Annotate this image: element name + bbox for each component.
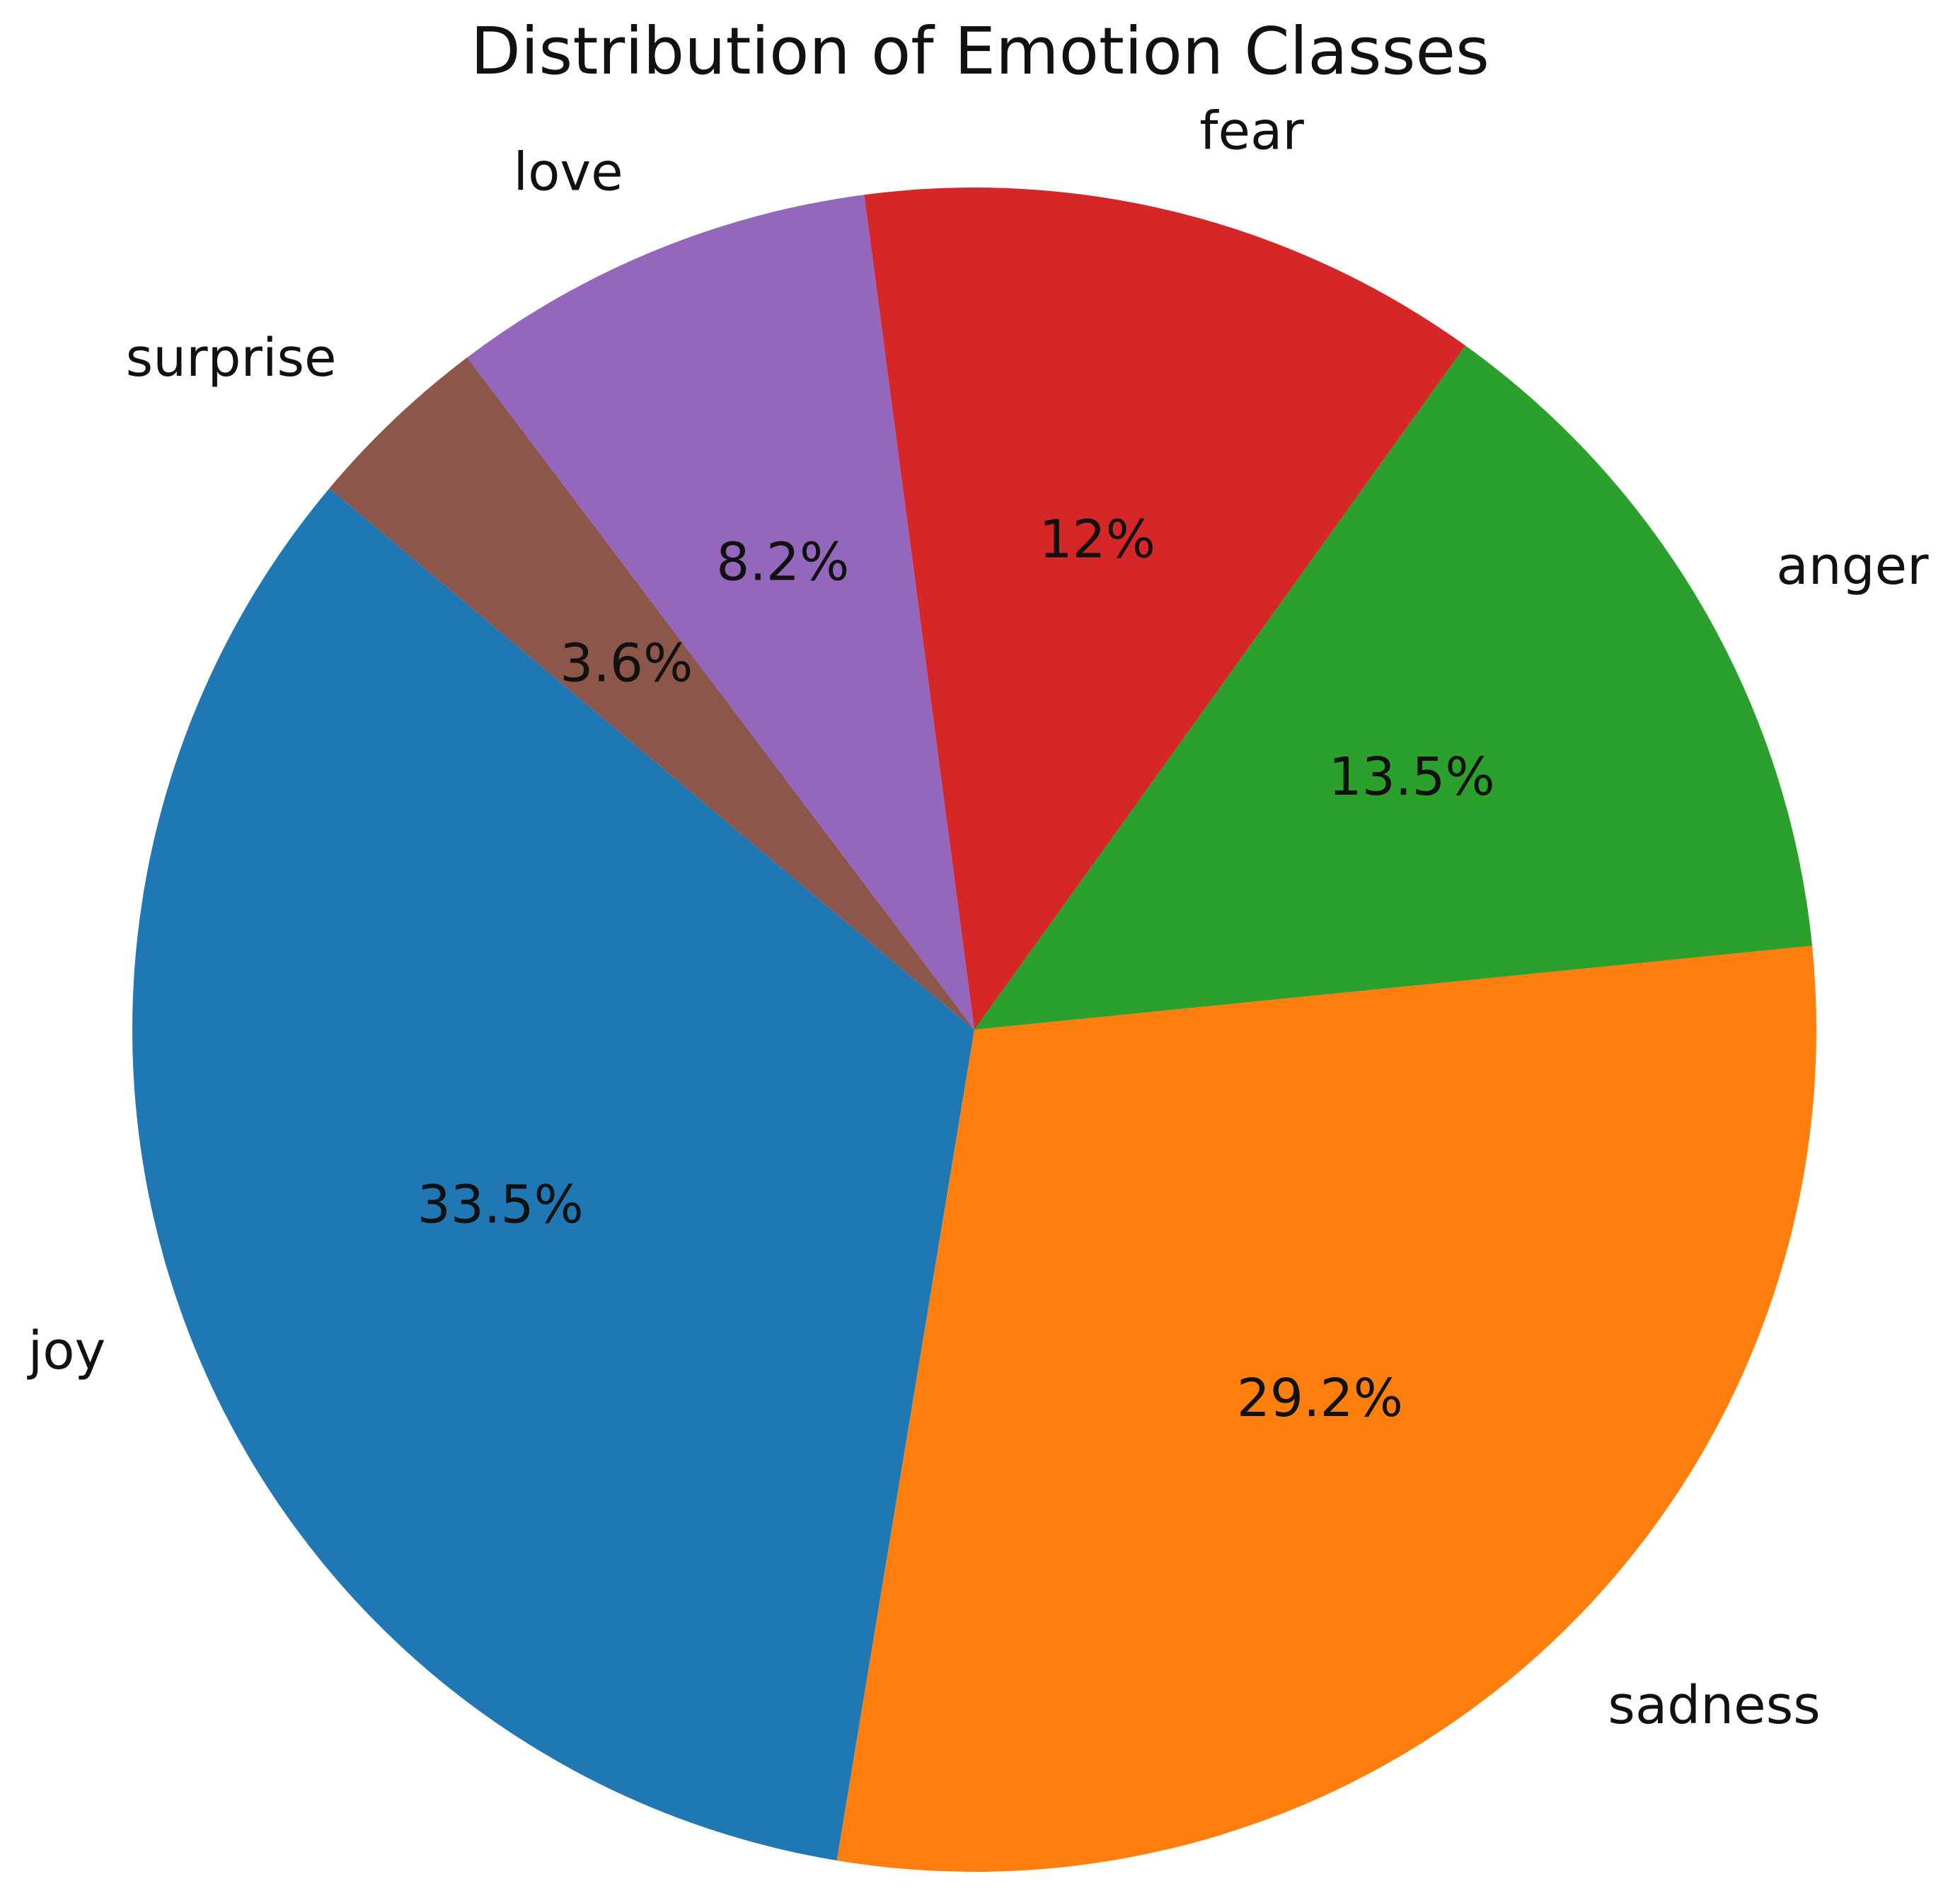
category-labels: joy sadness anger fear love surprise	[27, 100, 1929, 1736]
category-label-joy: joy	[27, 1321, 106, 1381]
pie-slice-anger	[974, 345, 1813, 1030]
category-label-sadness: sadness	[1608, 1675, 1820, 1736]
pct-label-fear: 12%	[1039, 510, 1155, 570]
percentage-labels: 33.5% 29.2% 13.5% 12% 8.2% 3.6%	[417, 510, 1495, 1429]
category-label-surprise: surprise	[126, 328, 337, 389]
category-label-fear: fear	[1199, 100, 1304, 161]
pct-label-anger: 13.5%	[1329, 747, 1495, 807]
pct-label-surprise: 3.6%	[560, 633, 693, 694]
pie-slice-surprise	[329, 357, 974, 1030]
category-label-love: love	[514, 142, 623, 203]
pct-label-love: 8.2%	[716, 531, 849, 592]
category-label-anger: anger	[1776, 536, 1929, 597]
pie-slice-sadness	[836, 945, 1816, 1872]
pie-slices	[132, 187, 1816, 1872]
pct-label-sadness: 29.2%	[1237, 1368, 1403, 1429]
chart-title: Distribution of Emotion Classes	[471, 13, 1489, 89]
pie-slice-fear	[864, 187, 1466, 1030]
pct-label-joy: 33.5%	[417, 1175, 584, 1236]
pie-slice-love	[467, 195, 974, 1030]
pie-slice-joy	[132, 488, 975, 1861]
